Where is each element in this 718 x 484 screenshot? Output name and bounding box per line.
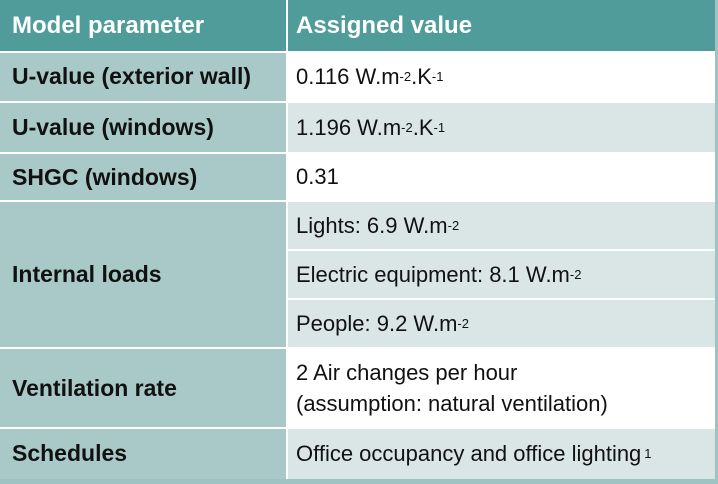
value-text: Electric equipment: 8.1 W.m: [296, 261, 570, 287]
value-schedules: Office occupancy and office lighting 1: [287, 428, 718, 479]
header-value: Assigned value: [287, 0, 718, 51]
divider: [0, 427, 718, 429]
param-shgc: SHGC (windows): [0, 153, 287, 201]
value-lights: Lights: 6.9 W.m -2: [287, 201, 718, 250]
divider: [0, 51, 718, 53]
header-parameter: Model parameter: [0, 0, 287, 51]
value-text: Office occupancy and office lighting: [296, 440, 642, 466]
value-text: 1.196 W.m: [296, 114, 402, 140]
param-u-value-wall: U-value (exterior wall): [0, 51, 287, 102]
param-ventilation-rate: Ventilation rate: [0, 348, 287, 428]
value-text: .K: [412, 114, 434, 140]
value-text: .K: [411, 63, 432, 89]
bottom-border: [0, 479, 718, 484]
value-shgc: 0.31: [287, 153, 718, 201]
divider: [0, 101, 718, 103]
value-text: Lights: 6.9 W.m: [296, 212, 448, 238]
value-ventilation-rate: 2 Air changes per hour (assumption: natu…: [287, 348, 718, 428]
divider: [287, 298, 718, 300]
value-u-value-wall: 0.116 W.m -2 .K -1: [287, 51, 718, 102]
divider: [0, 200, 718, 202]
value-text: 0.116 W.m: [296, 63, 400, 89]
value-u-value-windows: 1.196 W.m -2 .K -1: [287, 102, 718, 153]
divider: [287, 249, 718, 251]
param-schedules: Schedules: [0, 428, 287, 479]
divider: [0, 347, 718, 349]
divider: [0, 152, 718, 154]
value-line: 2 Air changes per hour: [296, 360, 518, 385]
value-people: People: 9.2 W.m -2: [287, 299, 718, 348]
param-u-value-windows: U-value (windows): [0, 102, 287, 153]
divider: [286, 0, 288, 479]
param-internal-loads: Internal loads: [0, 201, 287, 348]
value-electric-equipment: Electric equipment: 8.1 W.m -2: [287, 250, 718, 299]
right-border: [715, 0, 718, 484]
value-text: People: 9.2 W.m: [296, 310, 458, 336]
value-line: (assumption: natural ventilation): [296, 391, 608, 416]
